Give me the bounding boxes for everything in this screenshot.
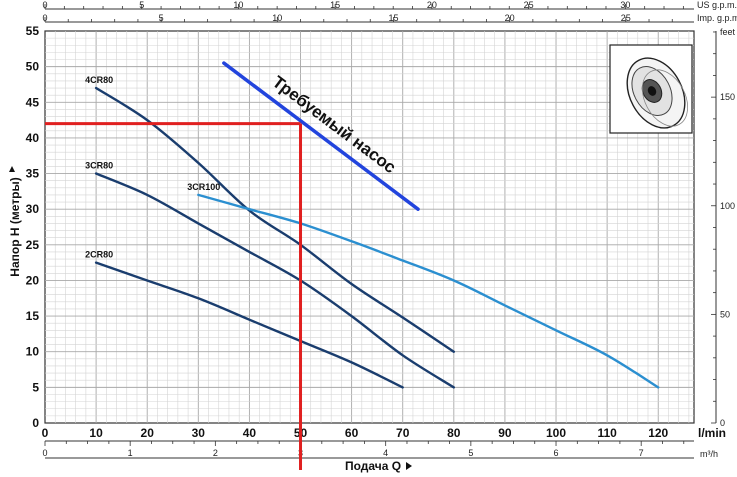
feet-tick-label: 50	[720, 309, 730, 319]
y-tick-label: 35	[26, 167, 40, 181]
x-axis-title: Подача Q	[345, 459, 401, 473]
series-label-3cr80: 3CR80	[85, 161, 113, 171]
plot-frame	[44, 30, 695, 424]
feet-axis: 0 50 100 150 feet	[711, 27, 736, 428]
series-label-3cr100: 3CR100	[187, 182, 220, 192]
operating-point-lines	[45, 122, 303, 470]
m3h-tick-label: 4	[383, 448, 388, 458]
usgpm-tick-label: 30	[620, 0, 630, 10]
x-tick-label: 10	[89, 426, 103, 440]
x-tick-label: 110	[597, 426, 617, 440]
y-tick-label: 20	[26, 273, 40, 287]
x-tick-label: 120	[648, 426, 668, 440]
impgpm-tick-label: 25	[621, 13, 631, 23]
impgpm-tick-label: 0	[42, 13, 47, 23]
series-line-3cr80	[94, 172, 455, 389]
usgpm-unit-label: US g.p.m.	[697, 0, 737, 10]
y-tick-label: 0	[32, 416, 39, 430]
m3h-unit-label: m³/h	[700, 449, 718, 459]
y-tick-label: 15	[26, 309, 40, 323]
x-tick-label: 30	[192, 426, 206, 440]
x-tick-label: 40	[243, 426, 257, 440]
annotation-line	[222, 61, 420, 211]
series-line-2cr80	[94, 261, 404, 389]
impgpm-tick-label: 5	[159, 13, 164, 23]
grid	[44, 30, 695, 424]
y-tick-label: 55	[26, 24, 40, 38]
y-tick-label: 5	[32, 380, 39, 394]
y-tick-label: 50	[26, 60, 40, 74]
usgpm-tick-label: 0	[42, 0, 47, 10]
usgpm-tick-label: 15	[330, 0, 340, 10]
impgpm-tick-label: 15	[388, 13, 398, 23]
series-label-2cr80: 2CR80	[85, 250, 113, 260]
x-axis-arrow-icon	[406, 462, 412, 470]
m3h-tick-label: 1	[128, 448, 133, 458]
x-tick-label: 0	[42, 426, 49, 440]
x-axis: 0102030405060708090100110120l/min0123456…	[42, 426, 726, 459]
y-tick-label: 30	[26, 202, 40, 216]
y-tick-label: 25	[26, 238, 40, 252]
x-unit-label: l/min	[698, 426, 726, 440]
y-tick-label: 40	[26, 131, 40, 145]
x-tick-label: 80	[447, 426, 461, 440]
x-tick-label: 70	[396, 426, 410, 440]
pump-icon	[609, 44, 693, 134]
x-tick-label: 60	[345, 426, 359, 440]
usgpm-tick-label: 20	[427, 0, 437, 10]
series-label-4cr80: 4CR80	[85, 75, 113, 85]
y-tick-label: 45	[26, 95, 40, 109]
y-axis: 0 5 10 15 20 25 30 35 40 45 50 55	[26, 24, 40, 430]
impgpm-tick-label: 20	[505, 13, 515, 23]
usgpm-tick-label: 10	[233, 0, 243, 10]
y-axis-title: Напор H (метры)	[8, 177, 22, 276]
usgpm-tick-label: 25	[524, 0, 534, 10]
impgpm-unit-label: Imp. g.p.m.	[697, 13, 737, 23]
feet-tick-label: 0	[720, 418, 725, 428]
feet-unit-label: feet	[720, 27, 736, 37]
x-tick-label: 90	[498, 426, 512, 440]
usgpm-tick-label: 5	[139, 0, 144, 10]
m3h-tick-label: 2	[213, 448, 218, 458]
pump-icon-center	[647, 86, 657, 96]
m3h-tick-label: 5	[468, 448, 473, 458]
pump-icon-rim	[642, 69, 688, 127]
m3h-tick-label: 6	[554, 448, 559, 458]
m3h-tick-label: 0	[42, 448, 47, 458]
y-tick-label: 10	[26, 345, 40, 359]
feet-tick-label: 150	[720, 92, 735, 102]
top-axes: 0 5 10 15 20 25 30 0 5 10 15 20 25 US g.p.m. Imp. g.p.…	[42, 0, 737, 23]
impgpm-tick-label: 10	[272, 13, 282, 23]
series-line-3cr100	[197, 193, 660, 389]
m3h-tick-label: 7	[639, 448, 644, 458]
y-axis-arrow-icon	[9, 166, 15, 172]
x-tick-label: 20	[141, 426, 155, 440]
feet-tick-label: 100	[720, 201, 735, 211]
x-tick-label: 100	[546, 426, 566, 440]
